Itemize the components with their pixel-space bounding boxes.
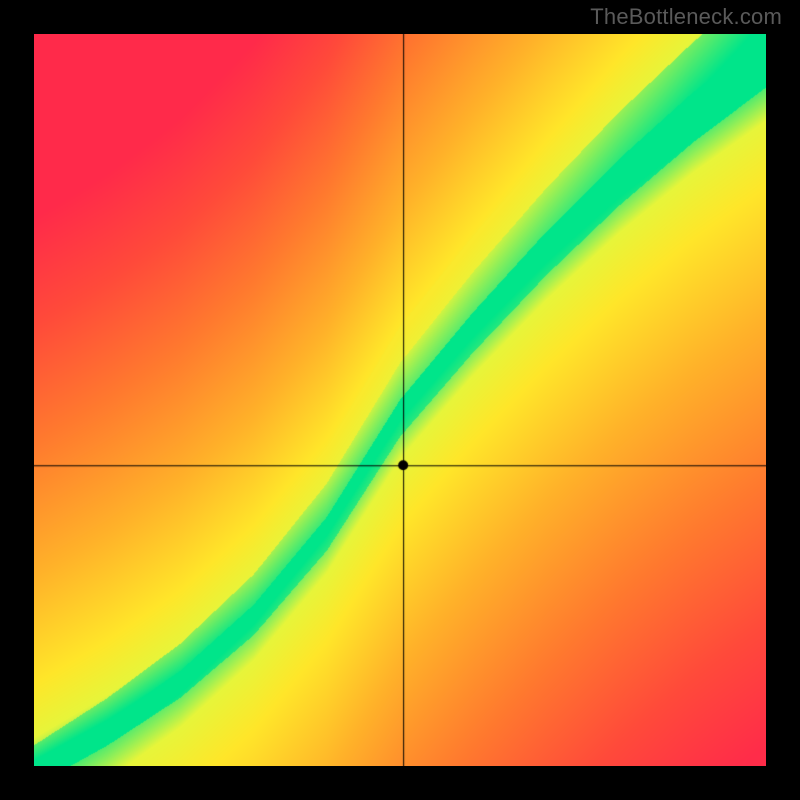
plot-frame — [34, 34, 766, 766]
attribution-text: TheBottleneck.com — [590, 4, 782, 30]
heatmap-canvas — [34, 34, 766, 766]
figure-container: TheBottleneck.com — [0, 0, 800, 800]
